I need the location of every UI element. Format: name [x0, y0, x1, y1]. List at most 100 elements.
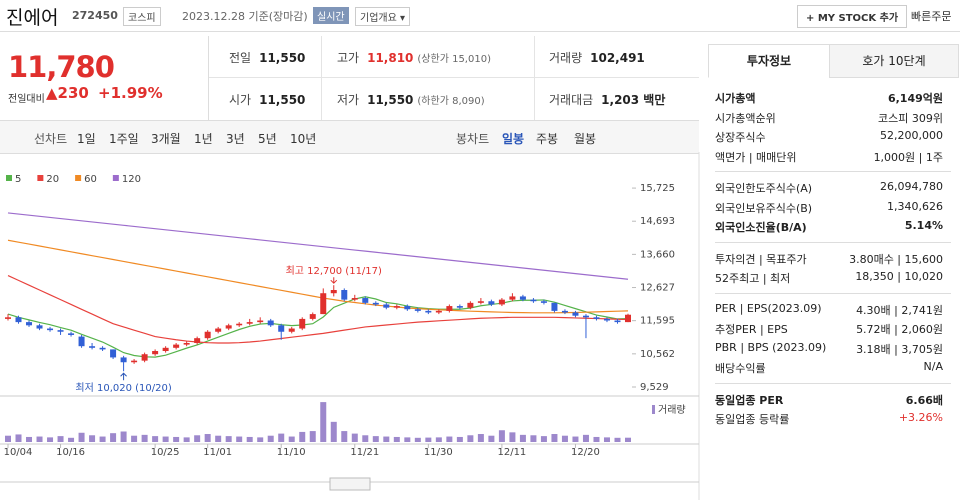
x-tick-label: 11/10	[277, 447, 306, 458]
volume-bar	[603, 437, 610, 442]
candle-body	[299, 318, 306, 329]
stat-label: 거래량	[549, 51, 583, 65]
info-tab[interactable]: 호가 10단계	[829, 44, 959, 78]
period-tab[interactable]: 5년	[258, 132, 277, 146]
stat-label: 전일	[229, 51, 252, 65]
ma-line	[7, 239, 629, 314]
candle-body	[488, 301, 495, 305]
candle-body	[446, 306, 453, 311]
x-tick-label: 11/01	[203, 447, 232, 458]
candle-body	[572, 312, 579, 316]
stat: 전일 11,550	[229, 49, 305, 66]
candle-body	[267, 320, 274, 326]
volume-bar	[425, 437, 432, 442]
legend-label: 120	[122, 174, 141, 185]
high-arrow	[330, 277, 338, 284]
legend-label: 60	[84, 174, 97, 185]
period-tab[interactable]: 1주일	[109, 132, 139, 146]
period-tab[interactable]: 10년	[290, 132, 317, 146]
header: 진에어 272450 코스피 2023.12.28 기준(장마감) 실시간 기업…	[0, 0, 960, 32]
period-tabs: 선차트 1일 1주일 3개월 1년 3년 5년 10년 봉차트 일봉 주봉 월봉	[0, 120, 699, 154]
stat-note: (상한가 15,010)	[417, 54, 491, 65]
x-tick-label: 11/21	[350, 447, 379, 458]
candle-body	[78, 336, 85, 347]
candle-body	[89, 346, 96, 348]
info-value: 3.80매수 | 15,600	[849, 252, 943, 266]
volume-bar	[625, 437, 631, 442]
candle-body	[15, 317, 22, 323]
mystock-button[interactable]: + MY STOCK 추가	[797, 5, 908, 28]
candle-body	[162, 347, 169, 352]
info-value: 6.66배	[905, 393, 943, 407]
high-annotation: 최고 12,700 (11/17)	[286, 265, 382, 277]
volume-bar	[288, 436, 295, 442]
stat: 저가 11,550 (하한가 8,090)	[337, 91, 485, 108]
y-tick-label: 9,529	[640, 382, 669, 393]
candle-tab[interactable]: 일봉	[502, 132, 525, 146]
volume-bar	[57, 436, 64, 442]
candle-body	[36, 325, 43, 329]
realtime-button[interactable]: 실시간	[313, 7, 349, 24]
volume-bar	[204, 434, 211, 442]
y-tick-label: 11,595	[640, 316, 675, 327]
candle-body	[425, 310, 432, 313]
info-label: 동일업종 PER	[715, 393, 784, 407]
period-tab[interactable]: 1년	[194, 132, 213, 146]
candle-body	[498, 299, 505, 305]
volume-bar	[236, 436, 243, 442]
volume-bar	[194, 435, 201, 442]
candle-body	[152, 351, 159, 355]
candle-body	[99, 347, 106, 350]
candle-body	[530, 299, 537, 302]
volume-bar	[89, 435, 96, 442]
candle-body	[393, 306, 400, 308]
quick-order[interactable]: 빠른주문	[911, 10, 952, 23]
info-row: 상장주식수 52,200,000	[715, 129, 943, 145]
volume-bar	[551, 434, 558, 442]
volume-bar	[393, 436, 400, 442]
info-label: 액면가 | 매매단위	[715, 150, 797, 164]
candle-body	[435, 310, 442, 313]
volume-bar	[498, 430, 505, 442]
candle-body	[540, 301, 547, 303]
legend-label: 20	[46, 174, 59, 185]
info-label: 시가총액	[715, 92, 756, 105]
candle-tab[interactable]: 주봉	[536, 132, 559, 146]
x-tick-label: 10/04	[4, 447, 33, 458]
x-tick-label: 10/16	[56, 447, 85, 458]
scroll-handle[interactable]	[329, 477, 371, 491]
period-tab[interactable]: 1일	[77, 132, 96, 146]
period-tab[interactable]: 3개월	[151, 132, 181, 146]
volume-bar	[477, 434, 484, 442]
info-tab[interactable]: 투자정보	[708, 44, 830, 78]
info-value: 4.30배 | 2,741원	[856, 303, 943, 317]
ma-line	[7, 275, 629, 344]
period-tab[interactable]: 3년	[226, 132, 245, 146]
info-row: PBR | BPS (2023.09) 3.18배 | 3,705원	[715, 341, 943, 357]
candle-body	[110, 349, 117, 358]
candle-body	[320, 293, 327, 315]
candle-body	[131, 360, 138, 363]
current-price: 11,780	[8, 50, 115, 84]
candle-tab[interactable]: 월봉	[574, 132, 597, 146]
stat-note: (하한가 8,090)	[417, 96, 485, 107]
candle-body	[215, 328, 222, 332]
volume-bar	[320, 402, 327, 442]
volume-bar	[68, 437, 75, 442]
volume-bar	[456, 436, 463, 442]
tab-label: 선차트	[34, 132, 68, 146]
volume-bar	[561, 435, 568, 442]
volume-bar	[351, 433, 358, 442]
candle-body	[5, 317, 11, 319]
candle-body	[625, 314, 631, 323]
volume-bar	[372, 436, 379, 442]
volume-bar	[110, 433, 117, 442]
company-menu[interactable]: 기업개요 ▾	[355, 7, 410, 26]
candle-body	[225, 325, 232, 329]
info-label: 외국인소진율(B/A)	[715, 221, 807, 234]
volume-bar	[162, 436, 169, 442]
volume-bar	[131, 435, 138, 442]
candle-body	[456, 306, 463, 308]
info-label: PER | EPS(2023.09)	[715, 301, 822, 315]
